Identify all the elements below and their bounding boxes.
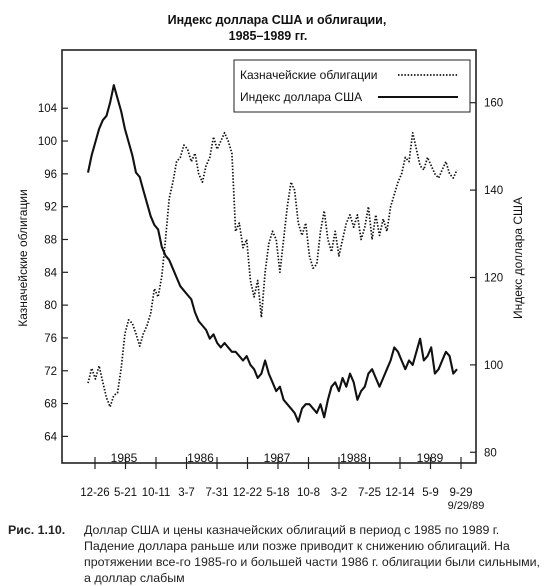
legend-label-bonds: Казначейские облигации: [240, 68, 377, 82]
x-tick-label: 5-21: [114, 487, 137, 499]
tick-labels-group: 64 68 72 76 80 84 88 92 96 100 104 80 100 120 140 160 12…: [38, 98, 503, 512]
left-tick-label: 80: [44, 300, 57, 312]
x-tick-label: 3-2: [331, 487, 348, 499]
dollar-index-line: [86, 84, 458, 423]
left-tick-label: 84: [44, 267, 57, 279]
right-tick-label: 140: [484, 185, 503, 197]
x-tick-label: 12-26: [80, 487, 109, 499]
left-tick-label: 64: [44, 431, 57, 443]
right-tick-label: 160: [484, 98, 503, 110]
year-label: 1988: [340, 451, 367, 465]
right-axis-label: Индекс доллара США: [511, 197, 525, 319]
year-label: 1986: [187, 451, 214, 465]
right-tick-label: 80: [484, 447, 497, 459]
x-tick-label: 12-22: [233, 487, 262, 499]
x-tick-label: 5-18: [266, 487, 289, 499]
year-label: 1987: [264, 451, 291, 465]
end-date-label: 9/29/89: [448, 500, 485, 512]
legend: Казначейские облигации Индекс доллара СШ…: [233, 59, 471, 113]
figure-caption: Рис. 1.10. Доллар США и цены казначейски…: [0, 518, 547, 585]
x-tick-label: 7-25: [358, 487, 381, 499]
figure-caption-label: Рис. 1.10.: [8, 523, 66, 537]
year-label: 1989: [417, 451, 444, 465]
x-tick-label: 7-31: [205, 487, 228, 499]
year-label: 1985: [111, 451, 138, 465]
x-tick-label: 3-7: [178, 487, 195, 499]
left-tick-label: 72: [44, 366, 57, 378]
x-tick-label: 12-14: [385, 487, 415, 499]
chart-canvas: Индекс доллара США и облигации, 1985–198…: [16, 13, 525, 512]
plot-frame: [61, 49, 477, 464]
legend-box: [233, 59, 471, 113]
left-axis-label: Казначейские облигации: [16, 189, 30, 326]
legend-label-dollar: Индекс доллара США: [240, 90, 362, 104]
left-tick-label: 92: [44, 202, 57, 214]
chart-title-line1: Индекс доллара США и облигации,: [168, 13, 387, 27]
chart-title-line2: 1985–1989 гг.: [229, 29, 308, 43]
x-tick-label: 10-8: [297, 487, 320, 499]
figure-caption-text: Доллар США и цены казначейских облигаций…: [84, 523, 540, 585]
x-tick-label: 5-9: [422, 487, 439, 499]
right-tick-label: 120: [484, 272, 503, 284]
left-tick-label: 88: [44, 234, 57, 246]
left-tick-label: 76: [44, 333, 57, 345]
left-tick-label: 96: [44, 169, 57, 181]
x-tick-label: 10-11: [142, 487, 171, 499]
left-tick-label: 100: [38, 136, 57, 148]
left-tick-label: 68: [44, 399, 57, 411]
x-tick-label: 9-29: [449, 487, 472, 499]
right-tick-label: 100: [484, 360, 503, 372]
bond-price-line: [87, 131, 458, 408]
series-group: [86, 84, 458, 423]
axis-ticks-group: [62, 102, 476, 469]
left-tick-label: 104: [38, 103, 58, 115]
